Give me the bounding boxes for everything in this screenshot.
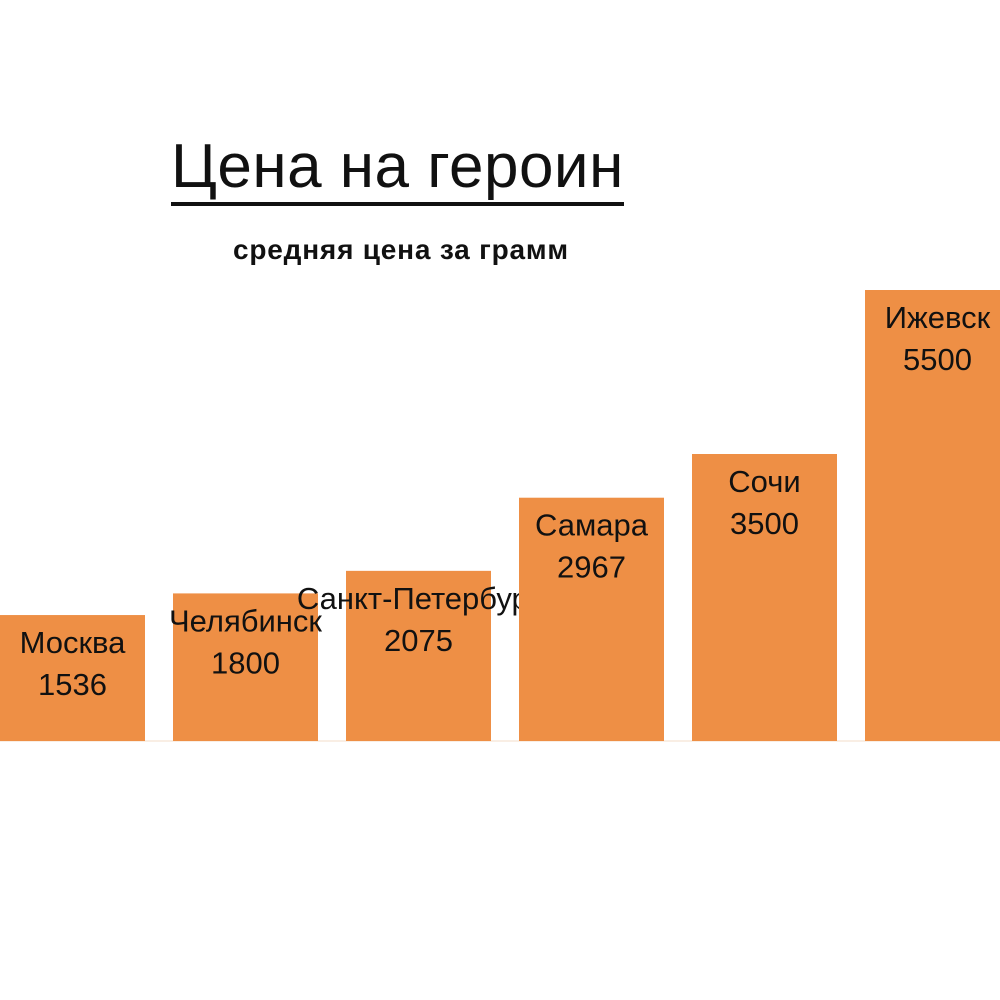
bar-3 bbox=[346, 570, 491, 741]
category-label: Самара bbox=[535, 508, 649, 543]
chart-subtitle: средняя цена за грамм bbox=[233, 234, 569, 265]
category-label: Санкт-Петербург bbox=[297, 581, 540, 616]
category-label: Сочи bbox=[728, 464, 800, 499]
bar-2 bbox=[173, 593, 318, 741]
chart-title: Цена на героин bbox=[171, 132, 624, 206]
value-label: 2075 bbox=[384, 623, 453, 658]
category-label: Москва bbox=[20, 625, 127, 660]
category-label: Челябинск bbox=[169, 603, 322, 638]
bar-5 bbox=[692, 454, 837, 741]
value-label: 1800 bbox=[211, 645, 280, 680]
bar-1 bbox=[0, 615, 145, 741]
value-label: 3500 bbox=[730, 506, 799, 541]
bar-6 bbox=[865, 290, 1000, 741]
value-label: 2967 bbox=[557, 550, 626, 585]
value-label: 5500 bbox=[903, 342, 972, 377]
bar-4 bbox=[519, 497, 664, 741]
category-label: Ижевск bbox=[885, 300, 991, 335]
value-label: 1536 bbox=[38, 667, 107, 702]
